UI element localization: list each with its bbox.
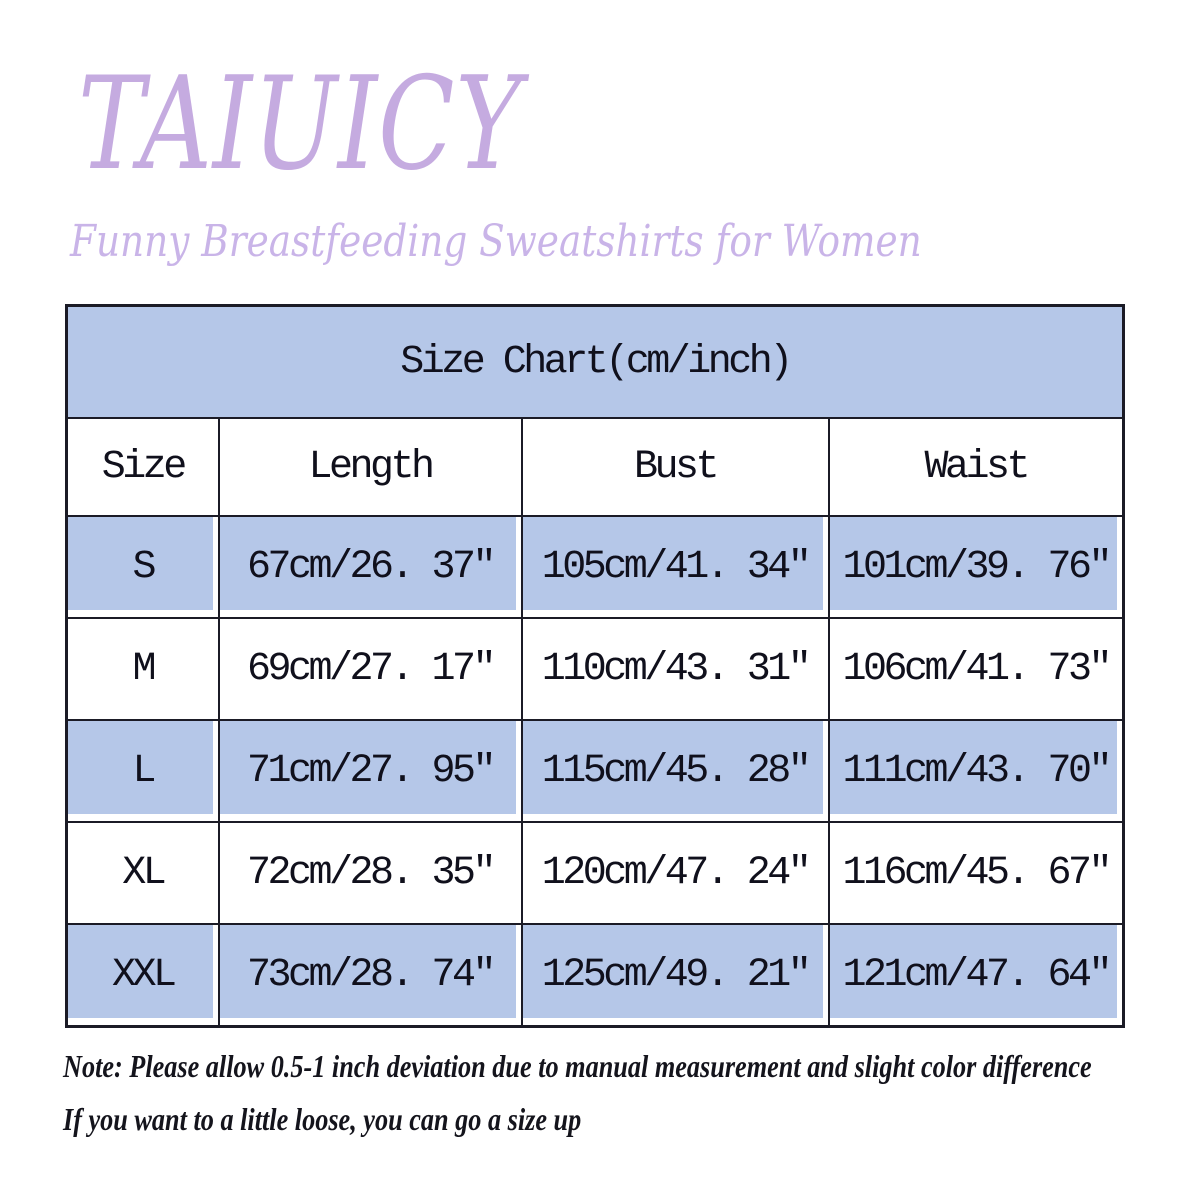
size-cell: XL: [65, 821, 220, 925]
column-header-bust: Bust: [520, 417, 830, 517]
size-chart-title: Size Chart(cm/inch): [65, 304, 1125, 419]
product-tagline: Funny Breastfeeding Sweatshirts for Wome…: [70, 216, 922, 267]
bust-cell: 105cm/41. 34″: [520, 515, 830, 619]
bust-cell: 110cm/43. 31″: [520, 617, 830, 721]
length-cell: 71cm/27. 95″: [217, 719, 523, 823]
column-header-length: Length: [217, 417, 523, 517]
bust-cell: 120cm/47. 24″: [520, 821, 830, 925]
bust-cell: 115cm/45. 28″: [520, 719, 830, 823]
column-header-size: Size: [65, 417, 220, 517]
size-chart-title-row: Size Chart(cm/inch): [65, 304, 1125, 419]
length-cell: 72cm/28. 35″: [217, 821, 523, 925]
waist-cell: 101cm/39. 76″: [827, 515, 1125, 619]
brand-name: TAIUICY: [78, 50, 523, 199]
length-cell: 67cm/26. 37″: [217, 515, 523, 619]
length-cell: 73cm/28. 74″: [217, 923, 523, 1028]
table-row-l: L 71cm/27. 95″ 115cm/45. 28″ 111cm/43. 7…: [65, 719, 1125, 823]
measurement-deviation-note: Note: Please allow 0.5-1 inch deviation …: [63, 1048, 1092, 1084]
size-cell: XXL: [65, 923, 220, 1028]
size-chart-header-row: Size Length Bust Waist: [65, 417, 1125, 517]
size-cell: S: [65, 515, 220, 619]
table-row-xxl: XXL 73cm/28. 74″ 125cm/49. 21″ 121cm/47.…: [65, 923, 1125, 1028]
size-chart-table: Size Chart(cm/inch) Size Length Bust Wai…: [65, 304, 1126, 1028]
waist-cell: 121cm/47. 64″: [827, 923, 1125, 1028]
length-cell: 69cm/27. 17″: [217, 617, 523, 721]
bust-cell: 125cm/49. 21″: [520, 923, 830, 1028]
size-up-note: If you want to a little loose, you can g…: [63, 1101, 582, 1137]
size-cell: L: [65, 719, 220, 823]
size-cell: M: [65, 617, 220, 721]
column-header-waist: Waist: [827, 417, 1125, 517]
waist-cell: 111cm/43. 70″: [827, 719, 1125, 823]
table-row-xl: XL 72cm/28. 35″ 120cm/47. 24″ 116cm/45. …: [65, 821, 1125, 925]
waist-cell: 116cm/45. 67″: [827, 821, 1125, 925]
waist-cell: 106cm/41. 73″: [827, 617, 1125, 721]
table-row-s: S 67cm/26. 37″ 105cm/41. 34″ 101cm/39. 7…: [65, 515, 1125, 619]
table-row-m: M 69cm/27. 17″ 110cm/43. 31″ 106cm/41. 7…: [65, 617, 1125, 721]
